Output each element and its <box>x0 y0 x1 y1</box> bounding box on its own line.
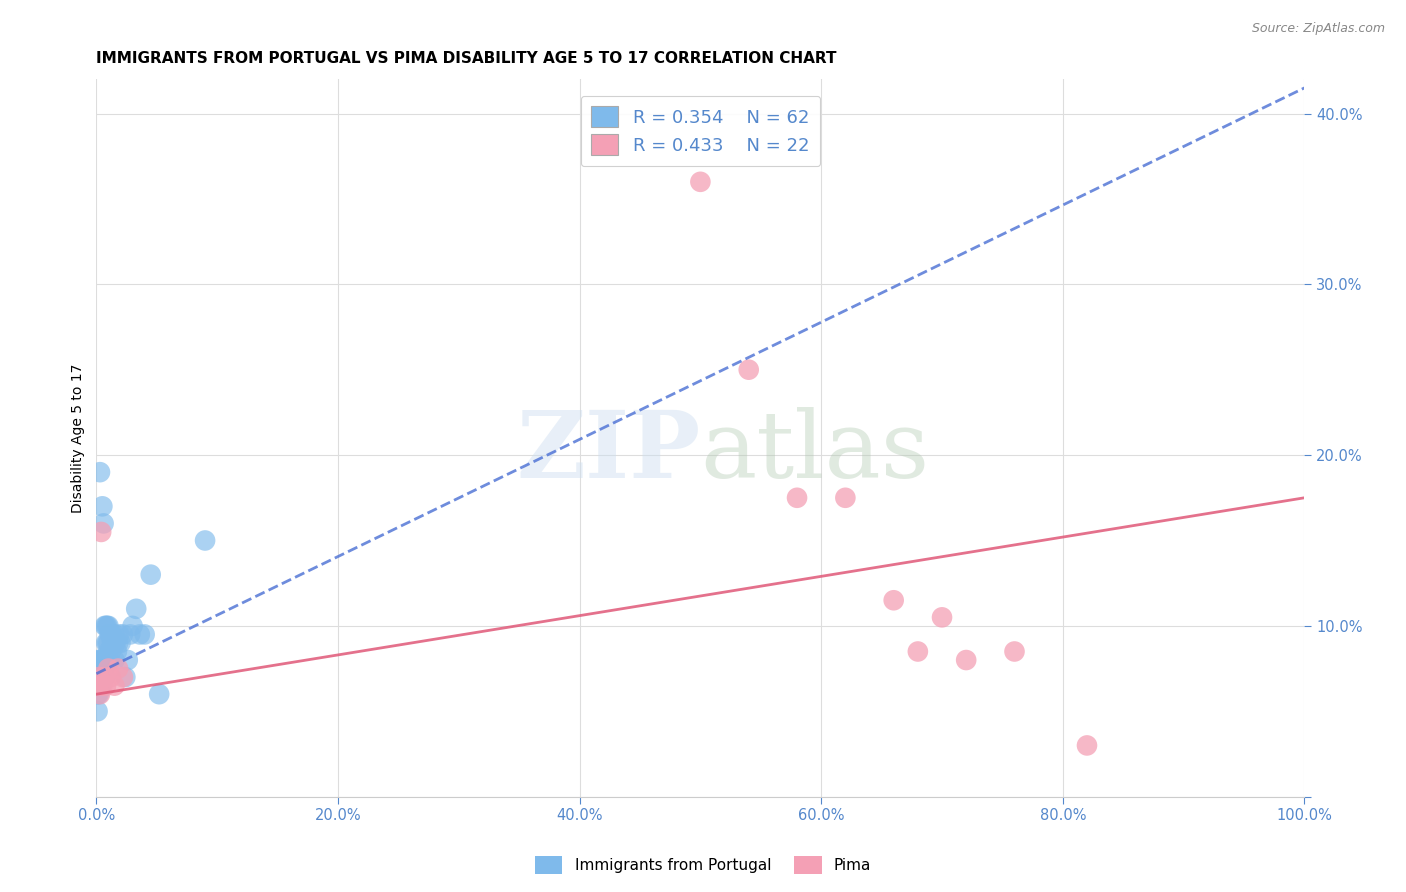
Point <box>107 662 129 676</box>
Point <box>108 627 131 641</box>
Point <box>87 687 110 701</box>
Point <box>100 627 122 641</box>
Point <box>98 653 121 667</box>
Legend: Immigrants from Portugal, Pima: Immigrants from Portugal, Pima <box>529 850 877 880</box>
Point <box>97 644 120 658</box>
Point <box>134 627 156 641</box>
Point <box>86 670 108 684</box>
Point <box>86 679 108 693</box>
Point <box>94 653 117 667</box>
Point <box>120 627 142 641</box>
Point <box>87 670 110 684</box>
Point <box>103 653 125 667</box>
Point <box>94 653 117 667</box>
Text: Source: ZipAtlas.com: Source: ZipAtlas.com <box>1251 22 1385 36</box>
Point <box>93 670 115 684</box>
Point <box>87 670 110 684</box>
Point <box>90 653 112 667</box>
Point <box>96 619 118 633</box>
Point <box>121 619 143 633</box>
Point <box>103 679 125 693</box>
Text: atlas: atlas <box>700 408 929 498</box>
Point <box>90 679 112 693</box>
Point <box>94 619 117 633</box>
Point <box>87 679 110 693</box>
Point <box>86 687 108 701</box>
Point <box>90 670 112 684</box>
Point <box>689 175 711 189</box>
Point <box>97 636 120 650</box>
Point <box>834 491 856 505</box>
Point <box>101 627 124 641</box>
Point <box>955 653 977 667</box>
Point <box>1076 739 1098 753</box>
Point <box>89 687 111 701</box>
Point <box>104 636 127 650</box>
Point <box>93 662 115 676</box>
Point <box>91 679 114 693</box>
Point <box>91 500 114 514</box>
Point <box>111 627 134 641</box>
Point <box>128 627 150 641</box>
Y-axis label: Disability Age 5 to 17: Disability Age 5 to 17 <box>72 363 86 513</box>
Point <box>93 670 115 684</box>
Point <box>786 491 808 505</box>
Point <box>883 593 905 607</box>
Point <box>96 653 118 667</box>
Point <box>105 644 128 658</box>
Point <box>89 662 111 676</box>
Point <box>94 679 117 693</box>
Point <box>110 636 132 650</box>
Point <box>931 610 953 624</box>
Point <box>86 662 108 676</box>
Point <box>101 636 124 650</box>
Point <box>93 516 115 531</box>
Point <box>97 662 120 676</box>
Point <box>94 619 117 633</box>
Point <box>94 670 117 684</box>
Point <box>86 704 108 718</box>
Point <box>96 636 118 650</box>
Point <box>91 653 114 667</box>
Text: IMMIGRANTS FROM PORTUGAL VS PIMA DISABILITY AGE 5 TO 17 CORRELATION CHART: IMMIGRANTS FROM PORTUGAL VS PIMA DISABIL… <box>97 51 837 66</box>
Point <box>107 636 129 650</box>
Point <box>89 670 111 684</box>
Point <box>87 653 110 667</box>
Point <box>94 636 117 650</box>
Point <box>194 533 217 548</box>
Point <box>148 687 170 701</box>
Point <box>100 670 122 684</box>
Point <box>87 662 110 676</box>
Point <box>907 644 929 658</box>
Point <box>90 662 112 676</box>
Point <box>1004 644 1026 658</box>
Point <box>97 619 120 633</box>
Legend: R = 0.354    N = 62, R = 0.433    N = 22: R = 0.354 N = 62, R = 0.433 N = 22 <box>581 95 820 166</box>
Point <box>111 670 134 684</box>
Point <box>98 627 121 641</box>
Point <box>91 662 114 676</box>
Point <box>86 653 108 667</box>
Text: ZIP: ZIP <box>516 408 700 498</box>
Point <box>89 465 111 479</box>
Point <box>117 653 139 667</box>
Point <box>100 644 122 658</box>
Point <box>90 524 112 539</box>
Point <box>125 602 148 616</box>
Point <box>89 679 111 693</box>
Point <box>103 636 125 650</box>
Point <box>91 670 114 684</box>
Point <box>738 362 761 376</box>
Point <box>139 567 162 582</box>
Point <box>103 627 125 641</box>
Point <box>114 670 136 684</box>
